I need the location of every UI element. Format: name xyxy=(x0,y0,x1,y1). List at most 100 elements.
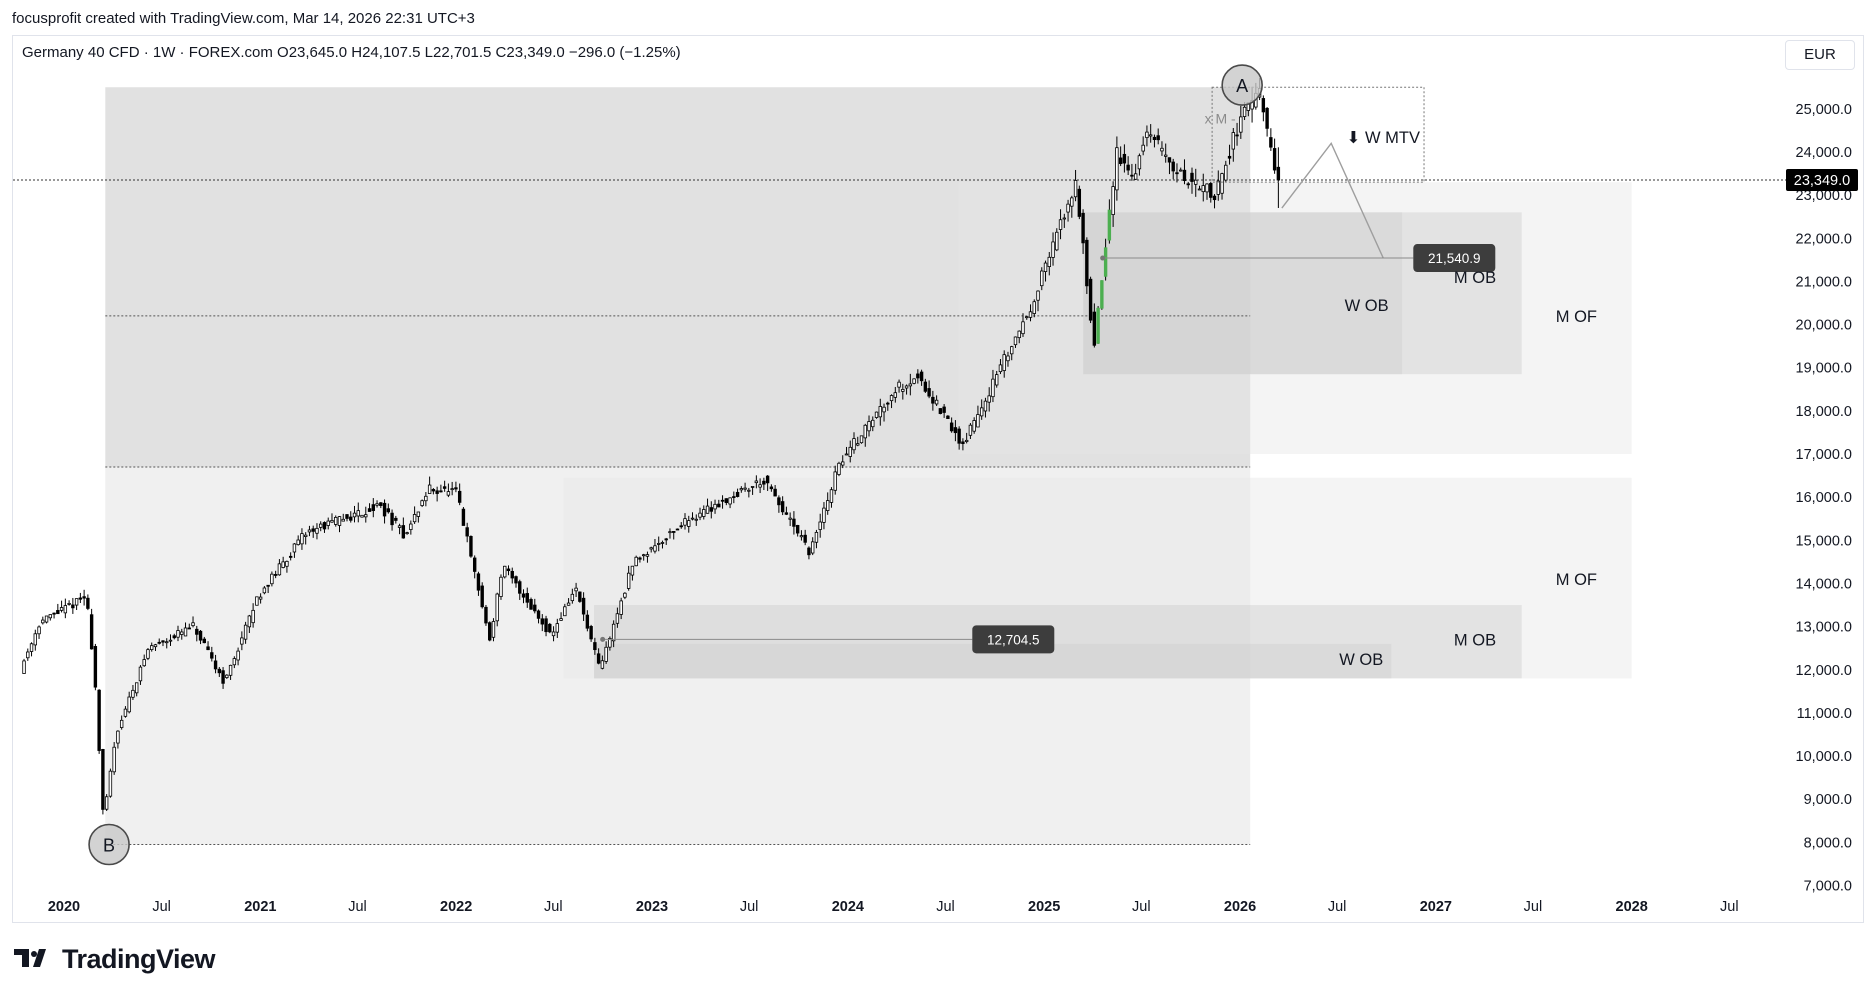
price-tick-label[interactable]: 14,000.0 xyxy=(1796,576,1852,592)
price-tick-label[interactable]: 24,000.0 xyxy=(1796,145,1852,161)
candle xyxy=(273,570,278,579)
candle-body xyxy=(525,593,529,603)
time-tick-label[interactable]: 2024 xyxy=(832,899,864,915)
candle xyxy=(240,631,244,651)
candle xyxy=(739,486,744,493)
price-tick-label[interactable]: 10,000.0 xyxy=(1796,749,1852,765)
candle xyxy=(1062,213,1067,228)
price-tick-label[interactable]: 12,000.0 xyxy=(1796,663,1852,679)
time-tick-label[interactable]: Jul xyxy=(152,899,171,915)
currency-button[interactable]: EUR xyxy=(1785,40,1855,70)
candle-body xyxy=(709,507,713,512)
candle xyxy=(551,626,556,642)
price-tick-label[interactable]: 23,000.0 xyxy=(1796,188,1852,204)
time-tick-label[interactable]: Jul xyxy=(936,899,955,915)
last-price-badge[interactable] xyxy=(1786,169,1858,192)
candle-body xyxy=(285,560,289,567)
time-tick-label[interactable]: Jul xyxy=(348,899,367,915)
candle-body xyxy=(394,517,398,521)
candle xyxy=(987,387,991,412)
candle xyxy=(153,643,158,651)
candle xyxy=(1017,330,1021,344)
candle-body xyxy=(976,414,980,428)
candle xyxy=(1126,156,1130,176)
candle xyxy=(345,514,349,522)
candle-body xyxy=(78,597,83,600)
candle xyxy=(379,502,383,509)
candle xyxy=(871,416,875,432)
time-tick-label[interactable]: 2025 xyxy=(1028,899,1060,915)
candle xyxy=(1239,105,1243,139)
candle-body xyxy=(172,635,176,639)
candle xyxy=(150,642,154,652)
price-tick-label[interactable]: 15,000.0 xyxy=(1796,533,1852,549)
candle-body xyxy=(724,498,729,504)
price-tick-label[interactable]: 8,000.0 xyxy=(1804,835,1852,851)
price-tick-label[interactable]: 13,000.0 xyxy=(1796,620,1852,636)
time-tick-label[interactable]: 2020 xyxy=(48,899,80,915)
price-axis[interactable]: 7,000.0 8,000.0 9,000.0 10,000.0 11,000.0 12,… xyxy=(1786,102,1858,895)
candle xyxy=(101,748,105,815)
candle xyxy=(367,503,372,512)
marker-label-a: A xyxy=(1236,76,1248,96)
tradingview-brand[interactable]: TradingView xyxy=(14,944,216,975)
candle-body xyxy=(972,420,976,432)
time-tick-label[interactable]: Jul xyxy=(1132,899,1151,915)
price-tick-label[interactable]: 16,000.0 xyxy=(1796,490,1852,506)
time-tick-label[interactable]: Jul xyxy=(1720,899,1739,915)
price-tick-label[interactable]: 21,000.0 xyxy=(1796,274,1852,290)
price-tick-label[interactable]: 17,000.0 xyxy=(1796,447,1852,463)
candle-body xyxy=(1197,188,1202,191)
price-tick-label[interactable]: 11,000.0 xyxy=(1797,706,1852,722)
time-tick-label[interactable]: Jul xyxy=(740,899,759,915)
price-tick-label[interactable]: 22,000.0 xyxy=(1796,231,1852,247)
candle xyxy=(104,794,109,811)
time-axis[interactable]: 2020 Jul 2021 Jul 2022 Jul 2023 Jul 2024 Jul 2025 J… xyxy=(48,899,1739,915)
candle-body xyxy=(33,633,37,646)
candle xyxy=(74,598,79,610)
candle xyxy=(1111,181,1115,227)
candle xyxy=(469,535,473,558)
time-tick-label[interactable]: 2022 xyxy=(440,899,472,915)
candle-body xyxy=(754,480,759,484)
candle xyxy=(112,742,116,775)
time-tick-label[interactable]: 2027 xyxy=(1420,899,1452,915)
price-tick-label[interactable]: 7,000.0 xyxy=(1804,879,1852,895)
candle-body xyxy=(826,500,830,511)
candle xyxy=(1122,144,1127,173)
candle-body xyxy=(916,373,920,379)
candle-body xyxy=(52,612,56,615)
candle-body xyxy=(765,475,770,484)
candle xyxy=(758,478,762,494)
candle-body xyxy=(1205,183,1209,193)
candle-body xyxy=(949,422,954,432)
candle-body xyxy=(1235,134,1239,137)
time-tick-label[interactable]: Jul xyxy=(544,899,563,915)
price-tick-label[interactable]: 25,000.0 xyxy=(1796,102,1852,118)
candle-body xyxy=(213,660,218,670)
price-tick-label[interactable]: 18,000.0 xyxy=(1796,404,1852,420)
candle xyxy=(390,509,394,531)
candle-body xyxy=(593,642,597,651)
candle xyxy=(217,666,222,677)
candle xyxy=(277,559,282,576)
time-tick-label[interactable]: 2028 xyxy=(1616,899,1648,915)
time-tick-label[interactable]: 2026 xyxy=(1224,899,1256,915)
time-tick-label[interactable]: 2023 xyxy=(636,899,668,915)
time-tick-label[interactable]: Jul xyxy=(1524,899,1543,915)
price-tick-label[interactable]: 19,000.0 xyxy=(1796,361,1852,377)
time-tick-label[interactable]: 2021 xyxy=(244,899,276,915)
candle xyxy=(330,513,334,523)
chart-panel[interactable] xyxy=(12,35,1864,923)
candle-body xyxy=(1118,157,1123,164)
price-tick-label[interactable]: 9,000.0 xyxy=(1804,792,1852,808)
candle-body xyxy=(946,415,950,419)
price-tick-label[interactable]: 20,000.0 xyxy=(1796,318,1852,334)
candle-body xyxy=(931,396,935,404)
candle-body xyxy=(660,542,665,544)
candle-body xyxy=(26,651,30,659)
last-price-label[interactable]: 23,349.0 xyxy=(1794,173,1850,189)
candle-body xyxy=(416,511,421,517)
time-tick-label[interactable]: Jul xyxy=(1328,899,1347,915)
